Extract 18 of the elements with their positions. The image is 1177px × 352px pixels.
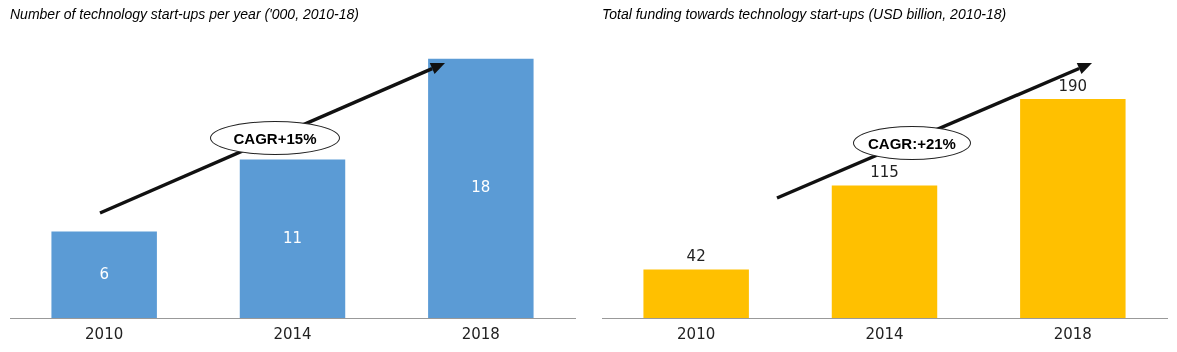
- x-tick-label: 2014: [273, 324, 312, 343]
- oval-outline: CAGR:+21%: [853, 126, 971, 160]
- x-tick-label: 2010: [677, 324, 716, 343]
- x-tick-label: 2018: [1053, 324, 1092, 343]
- chart-title: Number of technology start-ups per year ('000, 2010-18): [10, 6, 359, 22]
- x-tick-label: 2014: [865, 324, 904, 343]
- data-label: 42: [686, 247, 706, 266]
- data-label: 6: [99, 264, 109, 283]
- data-label: 115: [870, 162, 899, 181]
- annotation: CAGR+15%: [233, 129, 317, 147]
- data-label: 11: [282, 228, 303, 247]
- oval-outline: CAGR+15%: [210, 121, 340, 155]
- x-tick-label: 2018: [461, 324, 500, 343]
- annotation: CAGR:+21%: [868, 134, 956, 152]
- data-label: 190: [1058, 76, 1088, 95]
- data-label: 18: [471, 178, 491, 197]
- chart-title: Total funding towards technology start-ups (USD billion, 2010-18): [602, 6, 1007, 22]
- x-tick-label: 2010: [85, 324, 124, 343]
